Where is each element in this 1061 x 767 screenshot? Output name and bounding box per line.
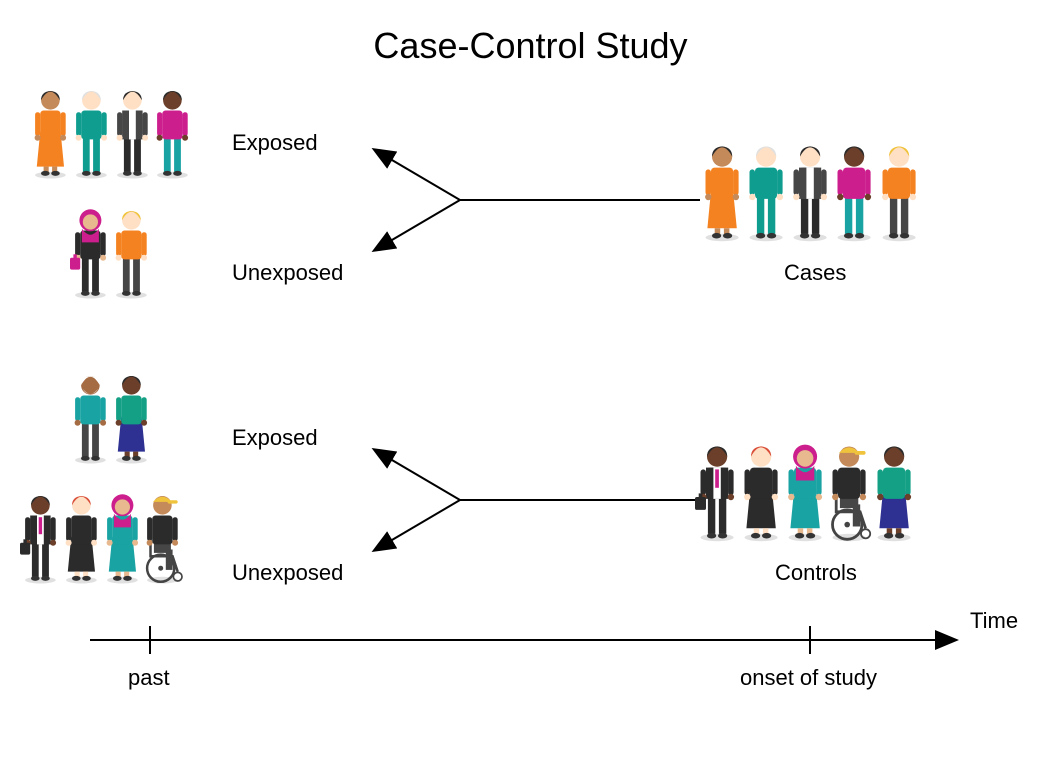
group-controls-icon	[695, 440, 916, 546]
person-icon	[111, 370, 152, 469]
person-icon	[20, 490, 61, 589]
group-controls-unexposed-icon	[20, 490, 183, 589]
label-controls-group: Controls	[775, 560, 857, 586]
person-icon	[788, 140, 832, 246]
person-icon	[695, 440, 739, 546]
person-icon	[112, 85, 153, 184]
person-icon	[142, 490, 183, 589]
person-icon	[70, 370, 111, 469]
person-icon	[739, 440, 783, 546]
label-past: past	[128, 665, 170, 691]
person-icon	[827, 440, 871, 546]
group-cases-exposed-icon	[30, 85, 193, 184]
label-cases-group: Cases	[784, 260, 846, 286]
person-icon	[102, 490, 143, 589]
person-icon	[872, 440, 916, 546]
person-icon	[877, 140, 921, 246]
person-icon	[152, 85, 193, 184]
label-cases-exposed: Exposed	[232, 130, 318, 156]
label-controls-exposed: Exposed	[232, 425, 318, 451]
group-controls-exposed-icon	[70, 370, 152, 469]
person-icon	[700, 140, 744, 246]
diagram-title: Case-Control Study	[0, 25, 1061, 67]
person-icon	[111, 205, 152, 304]
person-icon	[832, 140, 876, 246]
person-icon	[61, 490, 102, 589]
person-icon	[71, 85, 112, 184]
label-cases-unexposed: Unexposed	[232, 260, 343, 286]
person-icon	[744, 140, 788, 246]
label-time: Time	[970, 608, 1018, 634]
label-onset: onset of study	[740, 665, 877, 691]
label-controls-unexposed: Unexposed	[232, 560, 343, 586]
group-cases-icon	[700, 140, 921, 246]
person-icon	[70, 205, 111, 304]
person-icon	[30, 85, 71, 184]
person-icon	[783, 440, 827, 546]
group-cases-unexposed-icon	[70, 205, 152, 304]
